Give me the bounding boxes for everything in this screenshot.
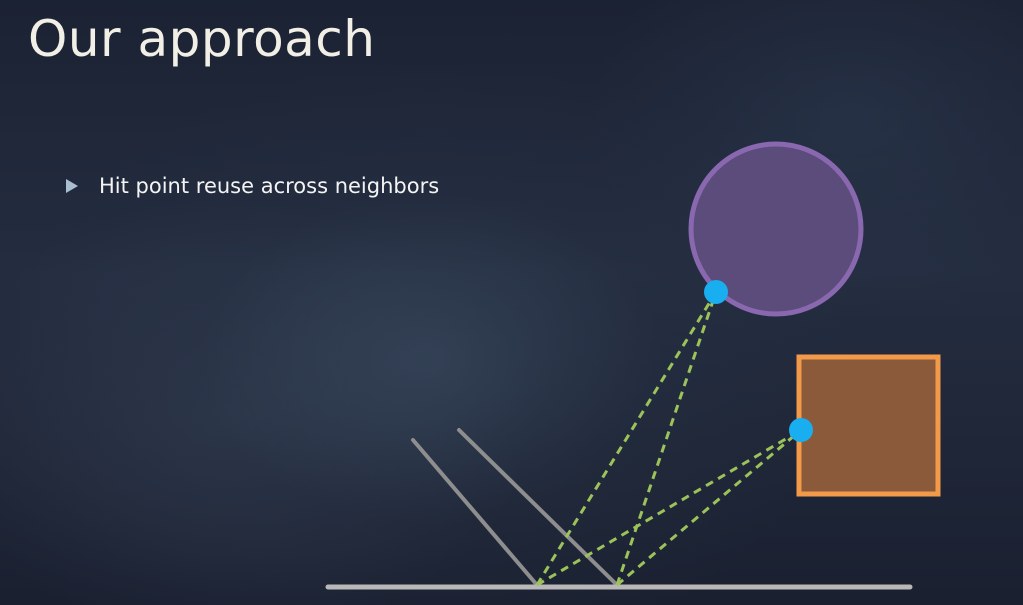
incoming-ray-right bbox=[457, 428, 619, 587]
incoming-ray-left bbox=[411, 438, 539, 587]
box-object bbox=[796, 354, 941, 497]
sphere-hit-point bbox=[704, 280, 728, 304]
triangle-bullet-icon bbox=[66, 179, 78, 193]
secondary-rays bbox=[535, 291, 802, 587]
ray-left-to-sphere bbox=[535, 291, 718, 586]
ray-right-to-box bbox=[616, 428, 802, 587]
ray-left-to-box bbox=[536, 428, 802, 587]
sphere-object bbox=[688, 141, 864, 317]
bullet-text: Hit point reuse across neighbors bbox=[99, 174, 440, 198]
box-hit-point bbox=[789, 418, 813, 442]
bullet-item: Hit point reuse across neighbors bbox=[66, 174, 439, 198]
slide-title: Our approach bbox=[28, 10, 376, 68]
bullet-list: Hit point reuse across neighbors bbox=[66, 174, 439, 198]
ray-right-to-sphere bbox=[615, 291, 718, 586]
